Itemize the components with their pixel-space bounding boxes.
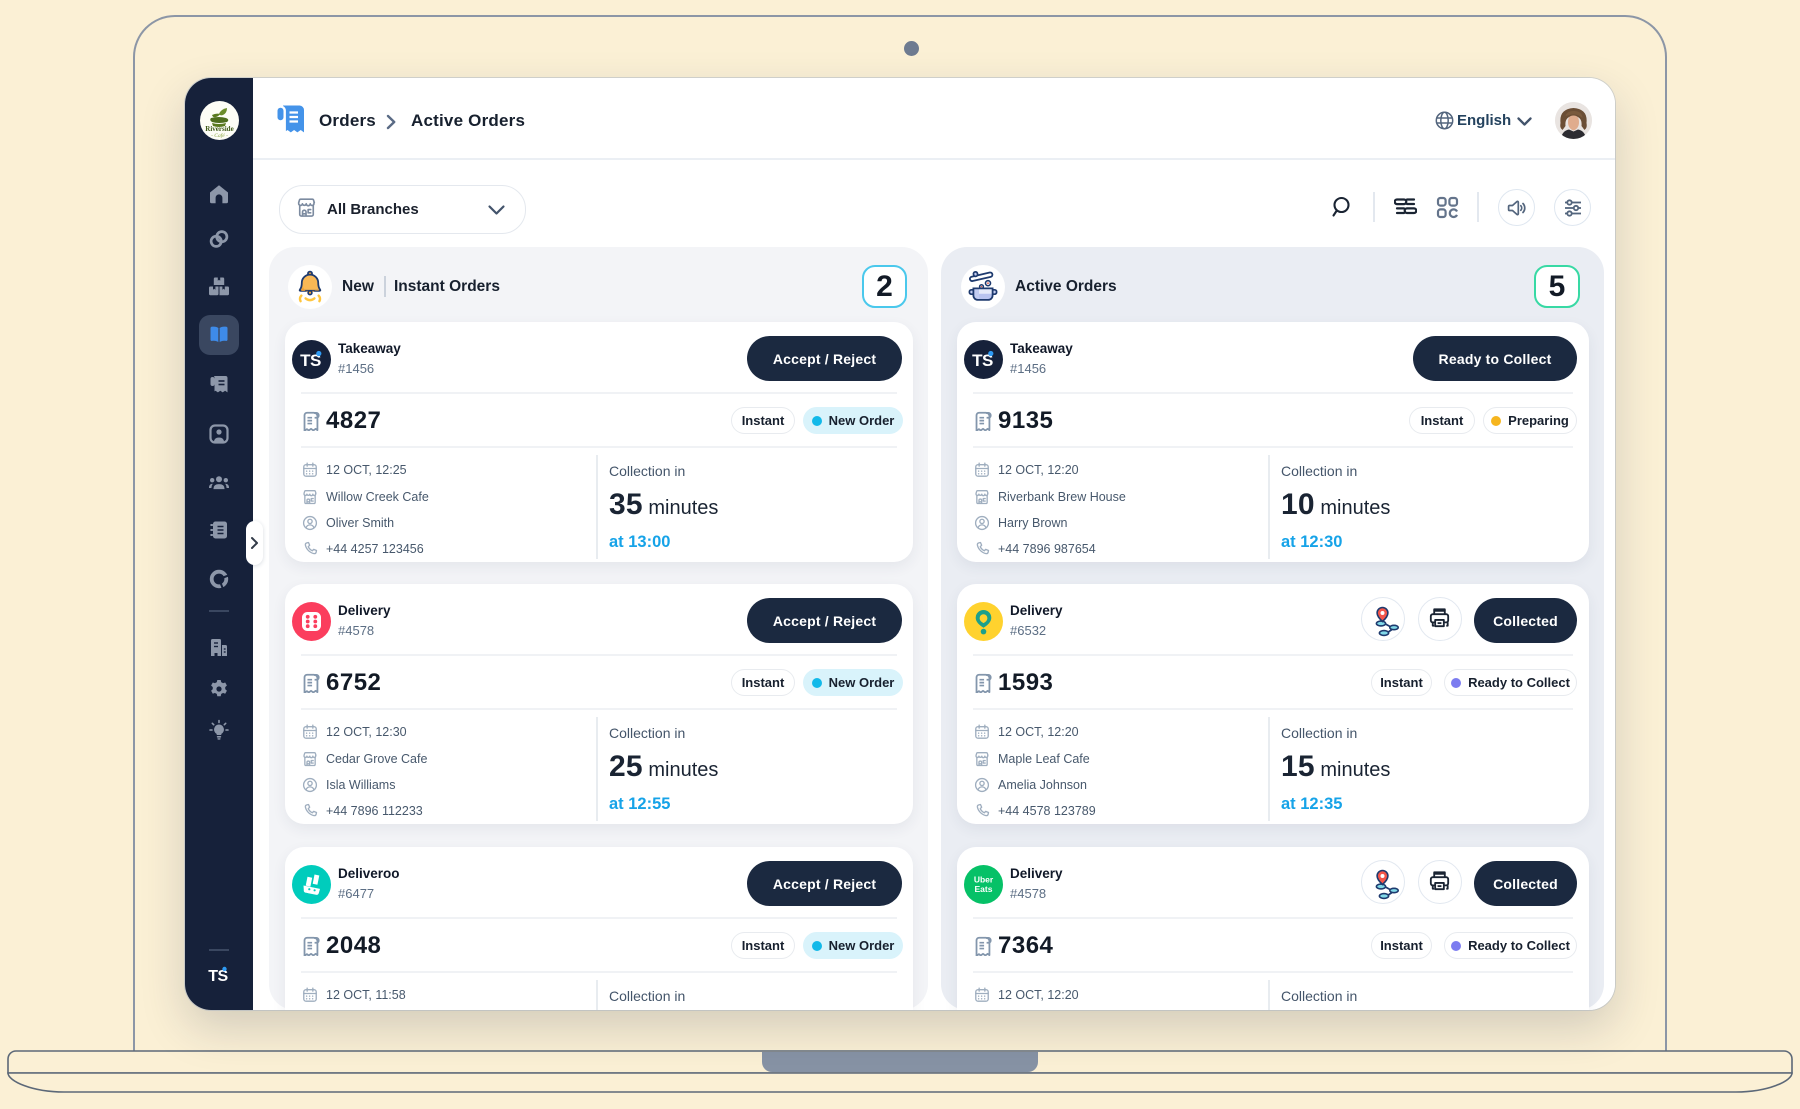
svg-text:Uber: Uber (974, 875, 994, 885)
svg-text:Riverside: Riverside (205, 125, 233, 133)
svg-text:TS: TS (208, 968, 228, 985)
svg-text:- Café -: - Café - (211, 132, 228, 139)
svg-text:TS: TS (300, 351, 321, 370)
svg-text:Eats: Eats (975, 884, 993, 894)
svg-text:TS: TS (972, 351, 993, 370)
